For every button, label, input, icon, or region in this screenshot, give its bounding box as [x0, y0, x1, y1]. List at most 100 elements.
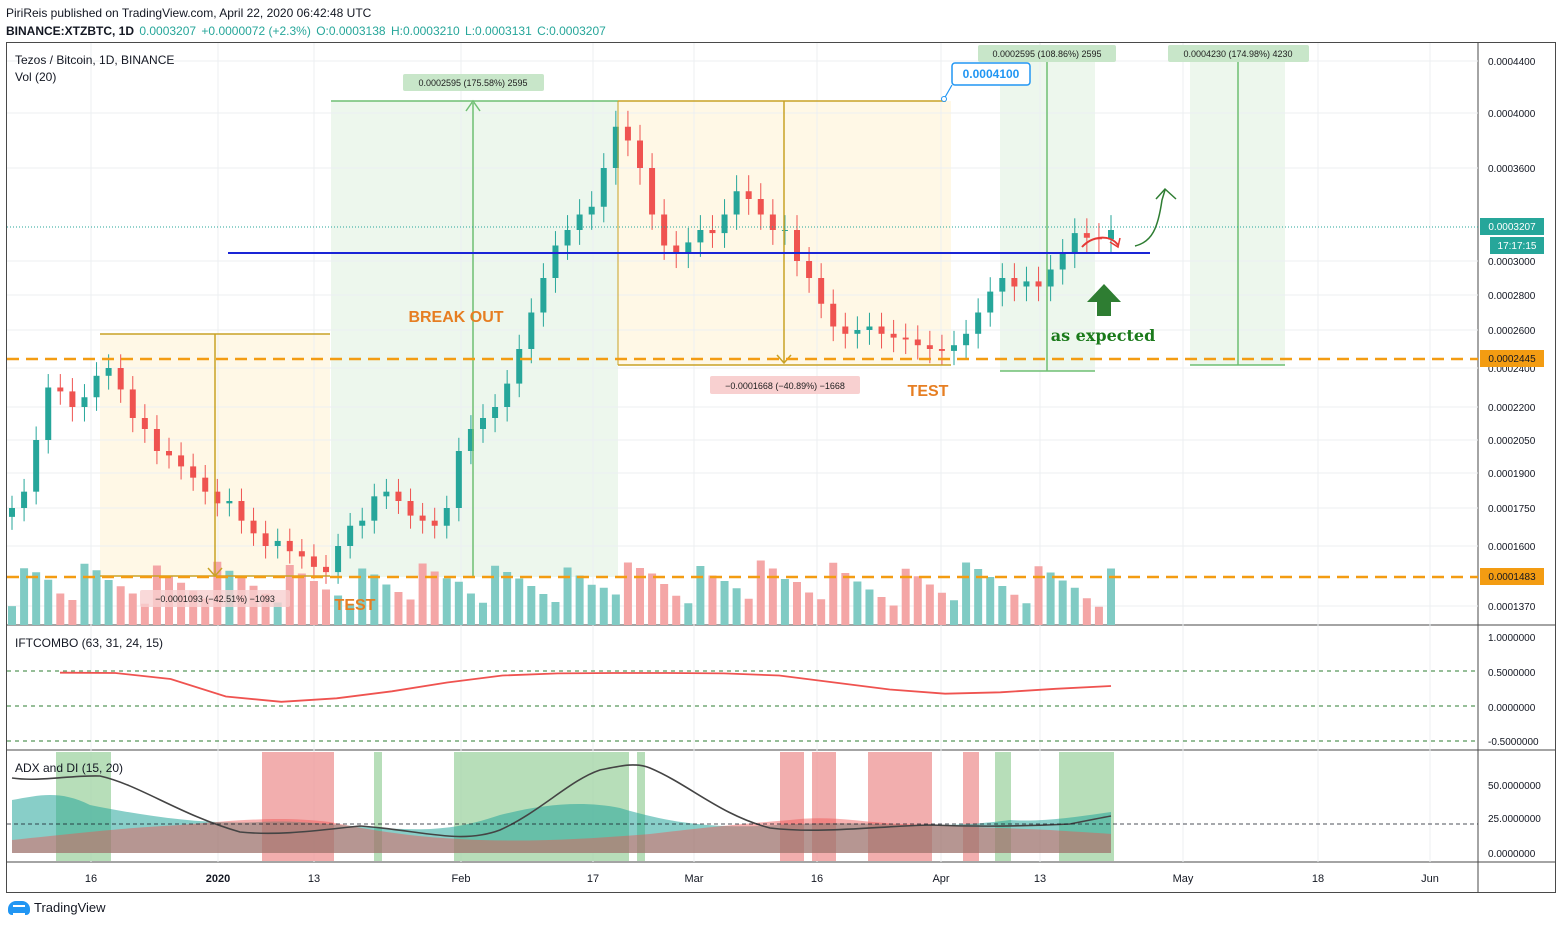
close-value: C:0.0003207: [537, 24, 606, 38]
volume-bar: [865, 589, 874, 625]
volume-bar: [1046, 572, 1055, 625]
ift-axis: 1.0000000 0.5000000 0.0000000 -0.5000000: [1488, 633, 1539, 748]
volume-bar: [720, 581, 729, 625]
volume-bar: [527, 586, 536, 625]
volume-bar: [370, 574, 379, 625]
volume-bar: [974, 569, 983, 625]
tradingview-logo[interactable]: TradingView: [8, 900, 106, 915]
price-tick-label: 0.0002400: [1488, 364, 1536, 375]
volume-bar: [479, 602, 487, 625]
volume-bar: [962, 562, 971, 625]
candle-body: [153, 429, 160, 451]
candle-body: [1011, 278, 1018, 287]
volume-bar: [1107, 568, 1115, 625]
open-value: O:0.0003138: [316, 24, 386, 38]
candle-body: [45, 387, 52, 440]
price-tick-label: 0.0002050: [1488, 436, 1536, 447]
candle-body: [274, 540, 281, 546]
expected-text: as expected: [1051, 326, 1156, 345]
chart-title: Tezos / Bitcoin, 1D, BINANCE: [15, 53, 174, 67]
candle-body: [431, 520, 438, 526]
low-value: L:0.0003131: [465, 24, 532, 38]
level-high-label: 0.0002445: [1488, 354, 1536, 365]
volume-bar: [382, 584, 391, 625]
candle-body: [709, 230, 716, 234]
price-tick-label: 0.0003600: [1488, 164, 1536, 175]
candle-body: [588, 206, 595, 215]
candlesticks: [9, 110, 1114, 584]
candle-body: [612, 126, 619, 168]
volume-bar: [394, 592, 403, 625]
candle-body: [166, 451, 172, 456]
volume-bar: [334, 595, 343, 625]
candle-body: [818, 278, 825, 304]
candle-body: [1047, 269, 1054, 287]
volume-bar: [805, 592, 814, 625]
ift-tick-label: 1.0000000: [1488, 633, 1536, 644]
candle-body: [1023, 281, 1030, 287]
curve-arrow-icon: [1134, 189, 1166, 247]
volume-bar: [575, 575, 584, 625]
candle-body: [830, 303, 837, 327]
target-label: 0.0004100: [963, 67, 1020, 81]
red-curve-icon: [1081, 236, 1119, 248]
volume-bar: [418, 563, 427, 625]
annotations: 0.0002595 (175.58%) 2595 0.0002595 (108.…: [140, 45, 1309, 614]
candle-body: [335, 546, 342, 573]
volume-bar: [756, 560, 765, 625]
adx-tick-label: 50.0000000: [1488, 781, 1541, 792]
candle-body: [202, 477, 209, 492]
candle-body: [190, 466, 197, 478]
volume-bar: [322, 589, 330, 625]
volume-bar: [998, 586, 1007, 625]
volume-bar: [430, 571, 439, 625]
candle-body: [685, 242, 692, 254]
price-axis[interactable]: 0.0004400 0.0004000 0.0003600 0.0003000 0.00…: [1488, 57, 1536, 613]
time-tick-label: 13: [1034, 873, 1046, 885]
candle-body: [757, 199, 764, 215]
candle-body: [81, 397, 88, 407]
volume-bar: [696, 566, 705, 625]
countdown-label: 17:17:15: [1498, 241, 1537, 252]
candle-body: [226, 501, 233, 504]
ohlc-line: BINANCE:XTZBTC, 1D 0.0003207 +0.0000072 …: [6, 22, 608, 40]
candle-body: [33, 440, 40, 492]
candle-body: [250, 520, 257, 534]
chart-header: PiriReis published on TradingView.com, A…: [6, 4, 608, 40]
last-price: 0.0003207: [139, 24, 197, 38]
volume-bar: [986, 577, 995, 625]
breakout-text: BREAK OUT: [408, 309, 503, 326]
volume-bar: [297, 573, 306, 625]
measure-label-3: 0.0004230 (174.98%) 4230: [1183, 49, 1292, 59]
candle-body: [842, 326, 849, 334]
volume-bar: [611, 594, 620, 625]
region-green-1: [331, 101, 618, 577]
candle-body: [178, 455, 185, 467]
candle-body: [987, 291, 994, 313]
candle-body: [238, 501, 245, 521]
volume-bar: [466, 593, 475, 625]
price-markers: 0.0003207 17:17:15 0.0002445 0.0001483: [1480, 218, 1544, 585]
candle-body: [624, 126, 631, 141]
time-axis[interactable]: 16 2020 13 Feb 17 Mar 16 Apr 13 May 18 Jun: [85, 873, 1439, 885]
price-tick-label: 0.0004400: [1488, 57, 1536, 68]
candle-body: [963, 333, 970, 346]
high-value: H:0.0003210: [390, 24, 460, 38]
volume-bar: [1010, 594, 1019, 625]
candle-body: [769, 214, 776, 230]
candle-body: [371, 496, 378, 521]
volume-bar: [587, 584, 596, 625]
volume-bar: [925, 584, 934, 625]
candle-body: [781, 230, 788, 231]
volume-bar: [20, 568, 29, 625]
time-tick-label: 18: [1312, 873, 1324, 885]
time-tick-label: 2020: [206, 873, 230, 885]
volume-bar: [660, 584, 669, 625]
volume-bar: [358, 568, 367, 625]
candle-body: [794, 230, 800, 261]
tradingview-wordmark: TradingView: [34, 900, 106, 915]
candle-body: [310, 556, 317, 567]
volume-bar: [853, 581, 862, 625]
volume-bar: [877, 597, 886, 625]
